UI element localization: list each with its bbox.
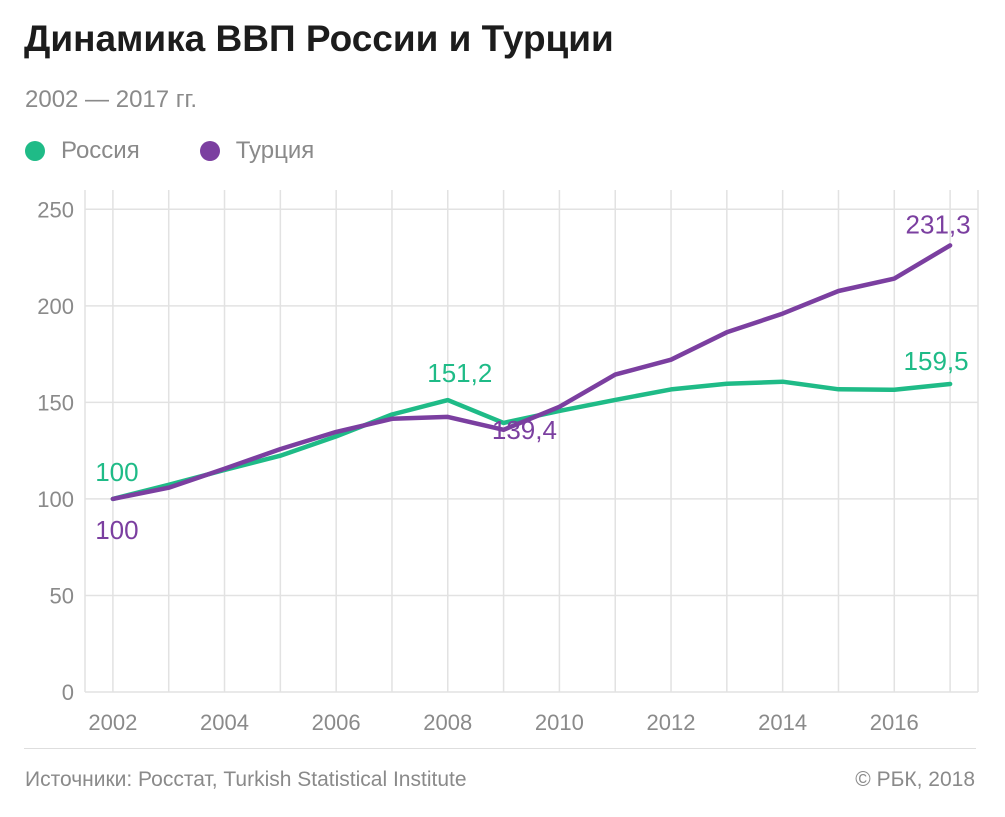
copyright-note: © РБК, 2018 [855, 768, 975, 791]
data-label-turkey-2002: 100 [95, 515, 138, 545]
y-tick-label-0: 0 [62, 680, 74, 705]
x-tick-label-2004: 2004 [200, 710, 249, 735]
y-tick-label-100: 100 [37, 487, 74, 512]
x-tick-label-2016: 2016 [870, 710, 919, 735]
legend: Россия Турция [25, 136, 374, 166]
x-tick-label-2008: 2008 [423, 710, 472, 735]
y-tick-label-200: 200 [37, 294, 74, 319]
source-note: Источники: Росстат, Turkish Statistical … [25, 768, 467, 791]
chart-subtitle: 2002 — 2017 гг. [25, 86, 198, 113]
data-label-turkey-2010: 139,4 [492, 415, 557, 445]
legend-dot-turkey [199, 141, 220, 161]
legend-dot-russia [25, 141, 45, 161]
x-tick-label-2014: 2014 [758, 710, 807, 735]
chart-title: Динамика ВВП России и Турции [24, 18, 614, 59]
legend-item-turkey: Турция [199, 137, 315, 165]
data-label-turkey-2017: 231,3 [906, 209, 971, 239]
x-tick-label-2012: 2012 [647, 710, 696, 735]
footer-divider [24, 748, 976, 749]
x-tick-label-2002: 2002 [88, 710, 137, 735]
y-tick-label-150: 150 [37, 390, 74, 415]
data-label-russia-2008: 151,2 [427, 358, 492, 388]
x-tick-label-2006: 2006 [312, 710, 361, 735]
data-label-russia-2002: 100 [95, 457, 138, 487]
legend-label-russia: Россия [61, 137, 140, 164]
data-label-russia-2017: 159,5 [904, 346, 969, 376]
x-tick-label-2010: 2010 [535, 710, 584, 735]
y-tick-label-250: 250 [37, 197, 74, 222]
legend-item-russia: Россия [25, 137, 140, 165]
series-line-turkey [110, 243, 953, 502]
legend-label-turkey: Турция [235, 137, 315, 164]
y-tick-label-50: 50 [50, 583, 74, 608]
